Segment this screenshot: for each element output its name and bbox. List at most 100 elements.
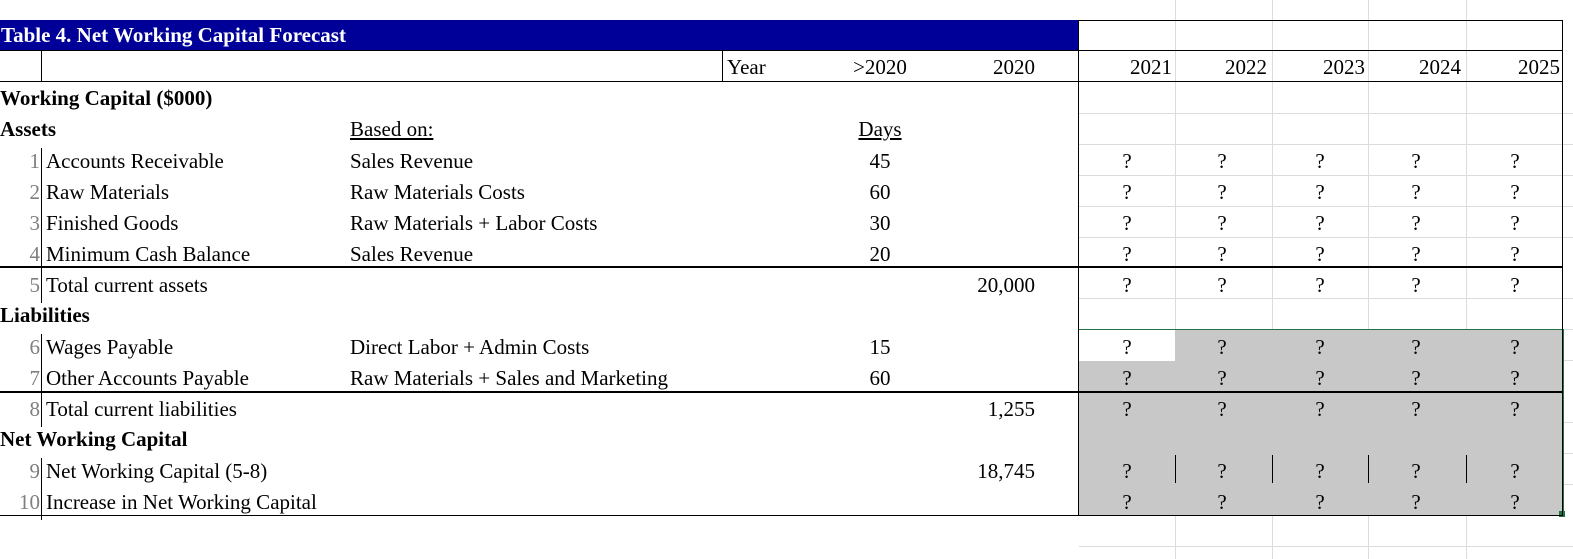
forecast-cell-2021[interactable]: ? — [1122, 242, 1132, 266]
forecast-cell-2022[interactable]: ? — [1217, 366, 1227, 390]
row-number: 5 — [29, 273, 41, 297]
header-year-divider — [722, 50, 723, 82]
forecast-cell-2025[interactable]: ? — [1510, 273, 1520, 297]
row-number: 10 — [19, 490, 40, 514]
forecast-cell-2023[interactable]: ? — [1315, 397, 1325, 421]
forecast-right-border — [1562, 20, 1563, 516]
days-header: Days — [858, 117, 902, 141]
row-label: Accounts Receivable — [46, 149, 224, 173]
row-number: 6 — [29, 335, 41, 359]
forecast-cell-2024[interactable]: ? — [1411, 366, 1421, 390]
forecast-cell-2023[interactable]: ? — [1315, 459, 1325, 483]
row-number: 7 — [29, 366, 41, 390]
table-bottom-border — [0, 515, 1563, 516]
forecast-cell-2025[interactable]: ? — [1510, 211, 1520, 235]
forecast-cell-2024[interactable]: ? — [1411, 335, 1421, 359]
cell-divider-mark — [1175, 455, 1176, 483]
forecast-cell-2023[interactable]: ? — [1315, 366, 1325, 390]
forecast-cell-2023[interactable]: ? — [1315, 180, 1325, 204]
forecast-cell-2024[interactable]: ? — [1411, 397, 1421, 421]
year-label: Year — [727, 55, 766, 79]
forecast-cell-2021[interactable]: ? — [1122, 273, 1132, 297]
forecast-cell-2022[interactable]: ? — [1217, 242, 1227, 266]
forecast-cell-2022[interactable]: ? — [1217, 397, 1227, 421]
forecast-cell-2025[interactable]: ? — [1510, 490, 1520, 514]
row-label: Total current liabilities — [46, 397, 237, 421]
forecast-divider — [1078, 20, 1079, 516]
title-bar — [0, 20, 1079, 50]
row-basis: Sales Revenue — [350, 149, 474, 173]
forecast-cell-2025[interactable]: ? — [1510, 366, 1520, 390]
forecast-cell-2025[interactable]: ? — [1510, 459, 1520, 483]
forecast-cell-2025[interactable]: ? — [1510, 397, 1520, 421]
gridline-horizontal — [1079, 113, 1573, 114]
forecast-cell-2021[interactable]: ? — [1122, 149, 1132, 173]
row-days: 60 — [869, 180, 891, 204]
forecast-cell-2021[interactable]: ? — [1122, 459, 1132, 483]
forecast-cell-2021[interactable]: ? — [1122, 180, 1132, 204]
gridline-vertical — [1466, 0, 1467, 559]
gridline-vertical — [1175, 0, 1176, 559]
forecast-cell-2025[interactable]: ? — [1510, 242, 1520, 266]
forecast-cell-2024[interactable]: ? — [1411, 180, 1421, 204]
year-header-2022: 2022 — [1225, 55, 1267, 79]
row-number: 4 — [29, 242, 41, 266]
header-bottom-border — [0, 81, 1563, 82]
forecast-cell-2025[interactable]: ? — [1510, 335, 1520, 359]
forecast-cell-2023[interactable]: ? — [1315, 211, 1325, 235]
forecast-cell-2021[interactable]: ? — [1122, 490, 1132, 514]
forecast-cell-2021[interactable]: ? — [1122, 397, 1132, 421]
forecast-cell-2023[interactable]: ? — [1315, 273, 1325, 297]
forecast-cell-2022[interactable]: ? — [1217, 490, 1227, 514]
row-basis: Sales Revenue — [350, 242, 474, 266]
forecast-cell-2022[interactable]: ? — [1217, 335, 1227, 359]
row-number-divider — [41, 272, 42, 303]
forecast-cell-2023[interactable]: ? — [1315, 242, 1325, 266]
forecast-cell-2021[interactable]: ? — [1122, 211, 1132, 235]
row-days: 60 — [869, 366, 891, 390]
forecast-cell-2022[interactable]: ? — [1217, 149, 1227, 173]
liabilities-total-border — [0, 391, 1563, 393]
row-base-value: 1,255 — [987, 397, 1035, 421]
row-basis: Raw Materials + Labor Costs — [350, 211, 598, 235]
forecast-cell-2025[interactable]: ? — [1510, 180, 1520, 204]
forecast-cell-2022[interactable]: ? — [1217, 211, 1227, 235]
row-number-divider — [41, 365, 42, 396]
selection-active-cell — [1079, 330, 1175, 361]
forecast-cell-2023[interactable]: ? — [1315, 490, 1325, 514]
forecast-cell-2023[interactable]: ? — [1315, 335, 1325, 359]
forecast-cell-2023[interactable]: ? — [1315, 149, 1325, 173]
gridline-horizontal — [1079, 175, 1573, 176]
forecast-cell-2024[interactable]: ? — [1411, 149, 1421, 173]
gridline-horizontal — [1079, 237, 1573, 238]
forecast-cell-2024[interactable]: ? — [1411, 273, 1421, 297]
gridline-horizontal — [1079, 144, 1573, 145]
row-base-value: 18,745 — [977, 459, 1035, 483]
section-net-working-capital: Net Working Capital — [0, 427, 188, 451]
gridline-horizontal — [1079, 206, 1573, 207]
forecast-cell-2021[interactable]: ? — [1122, 335, 1132, 359]
row-number: 2 — [29, 180, 41, 204]
forecast-cell-2024[interactable]: ? — [1411, 459, 1421, 483]
row-days: 15 — [869, 335, 891, 359]
forecast-cell-2025[interactable]: ? — [1510, 149, 1520, 173]
forecast-cell-2024[interactable]: ? — [1411, 490, 1421, 514]
forecast-cell-2024[interactable]: ? — [1411, 242, 1421, 266]
forecast-top-border — [1079, 20, 1563, 21]
row-basis: Raw Materials Costs — [350, 180, 525, 204]
year-header-2024: 2024 — [1419, 55, 1461, 79]
selection-fill — [1079, 330, 1564, 516]
row-number-divider — [41, 458, 42, 489]
row-number-divider — [41, 489, 42, 520]
forecast-cell-2024[interactable]: ? — [1411, 211, 1421, 235]
based-on-header: Based on: — [350, 117, 434, 141]
section-liabilities: Liabilities — [0, 303, 90, 327]
row-label: Raw Materials — [46, 180, 170, 204]
forecast-cell-2022[interactable]: ? — [1217, 273, 1227, 297]
year-header-2025: 2025 — [1518, 55, 1560, 79]
forecast-cell-2022[interactable]: ? — [1217, 180, 1227, 204]
forecast-cell-2021[interactable]: ? — [1122, 366, 1132, 390]
forecast-cell-2022[interactable]: ? — [1217, 459, 1227, 483]
col-prior-header: >2020 — [853, 55, 907, 79]
col-base-header: 2020 — [993, 55, 1035, 79]
